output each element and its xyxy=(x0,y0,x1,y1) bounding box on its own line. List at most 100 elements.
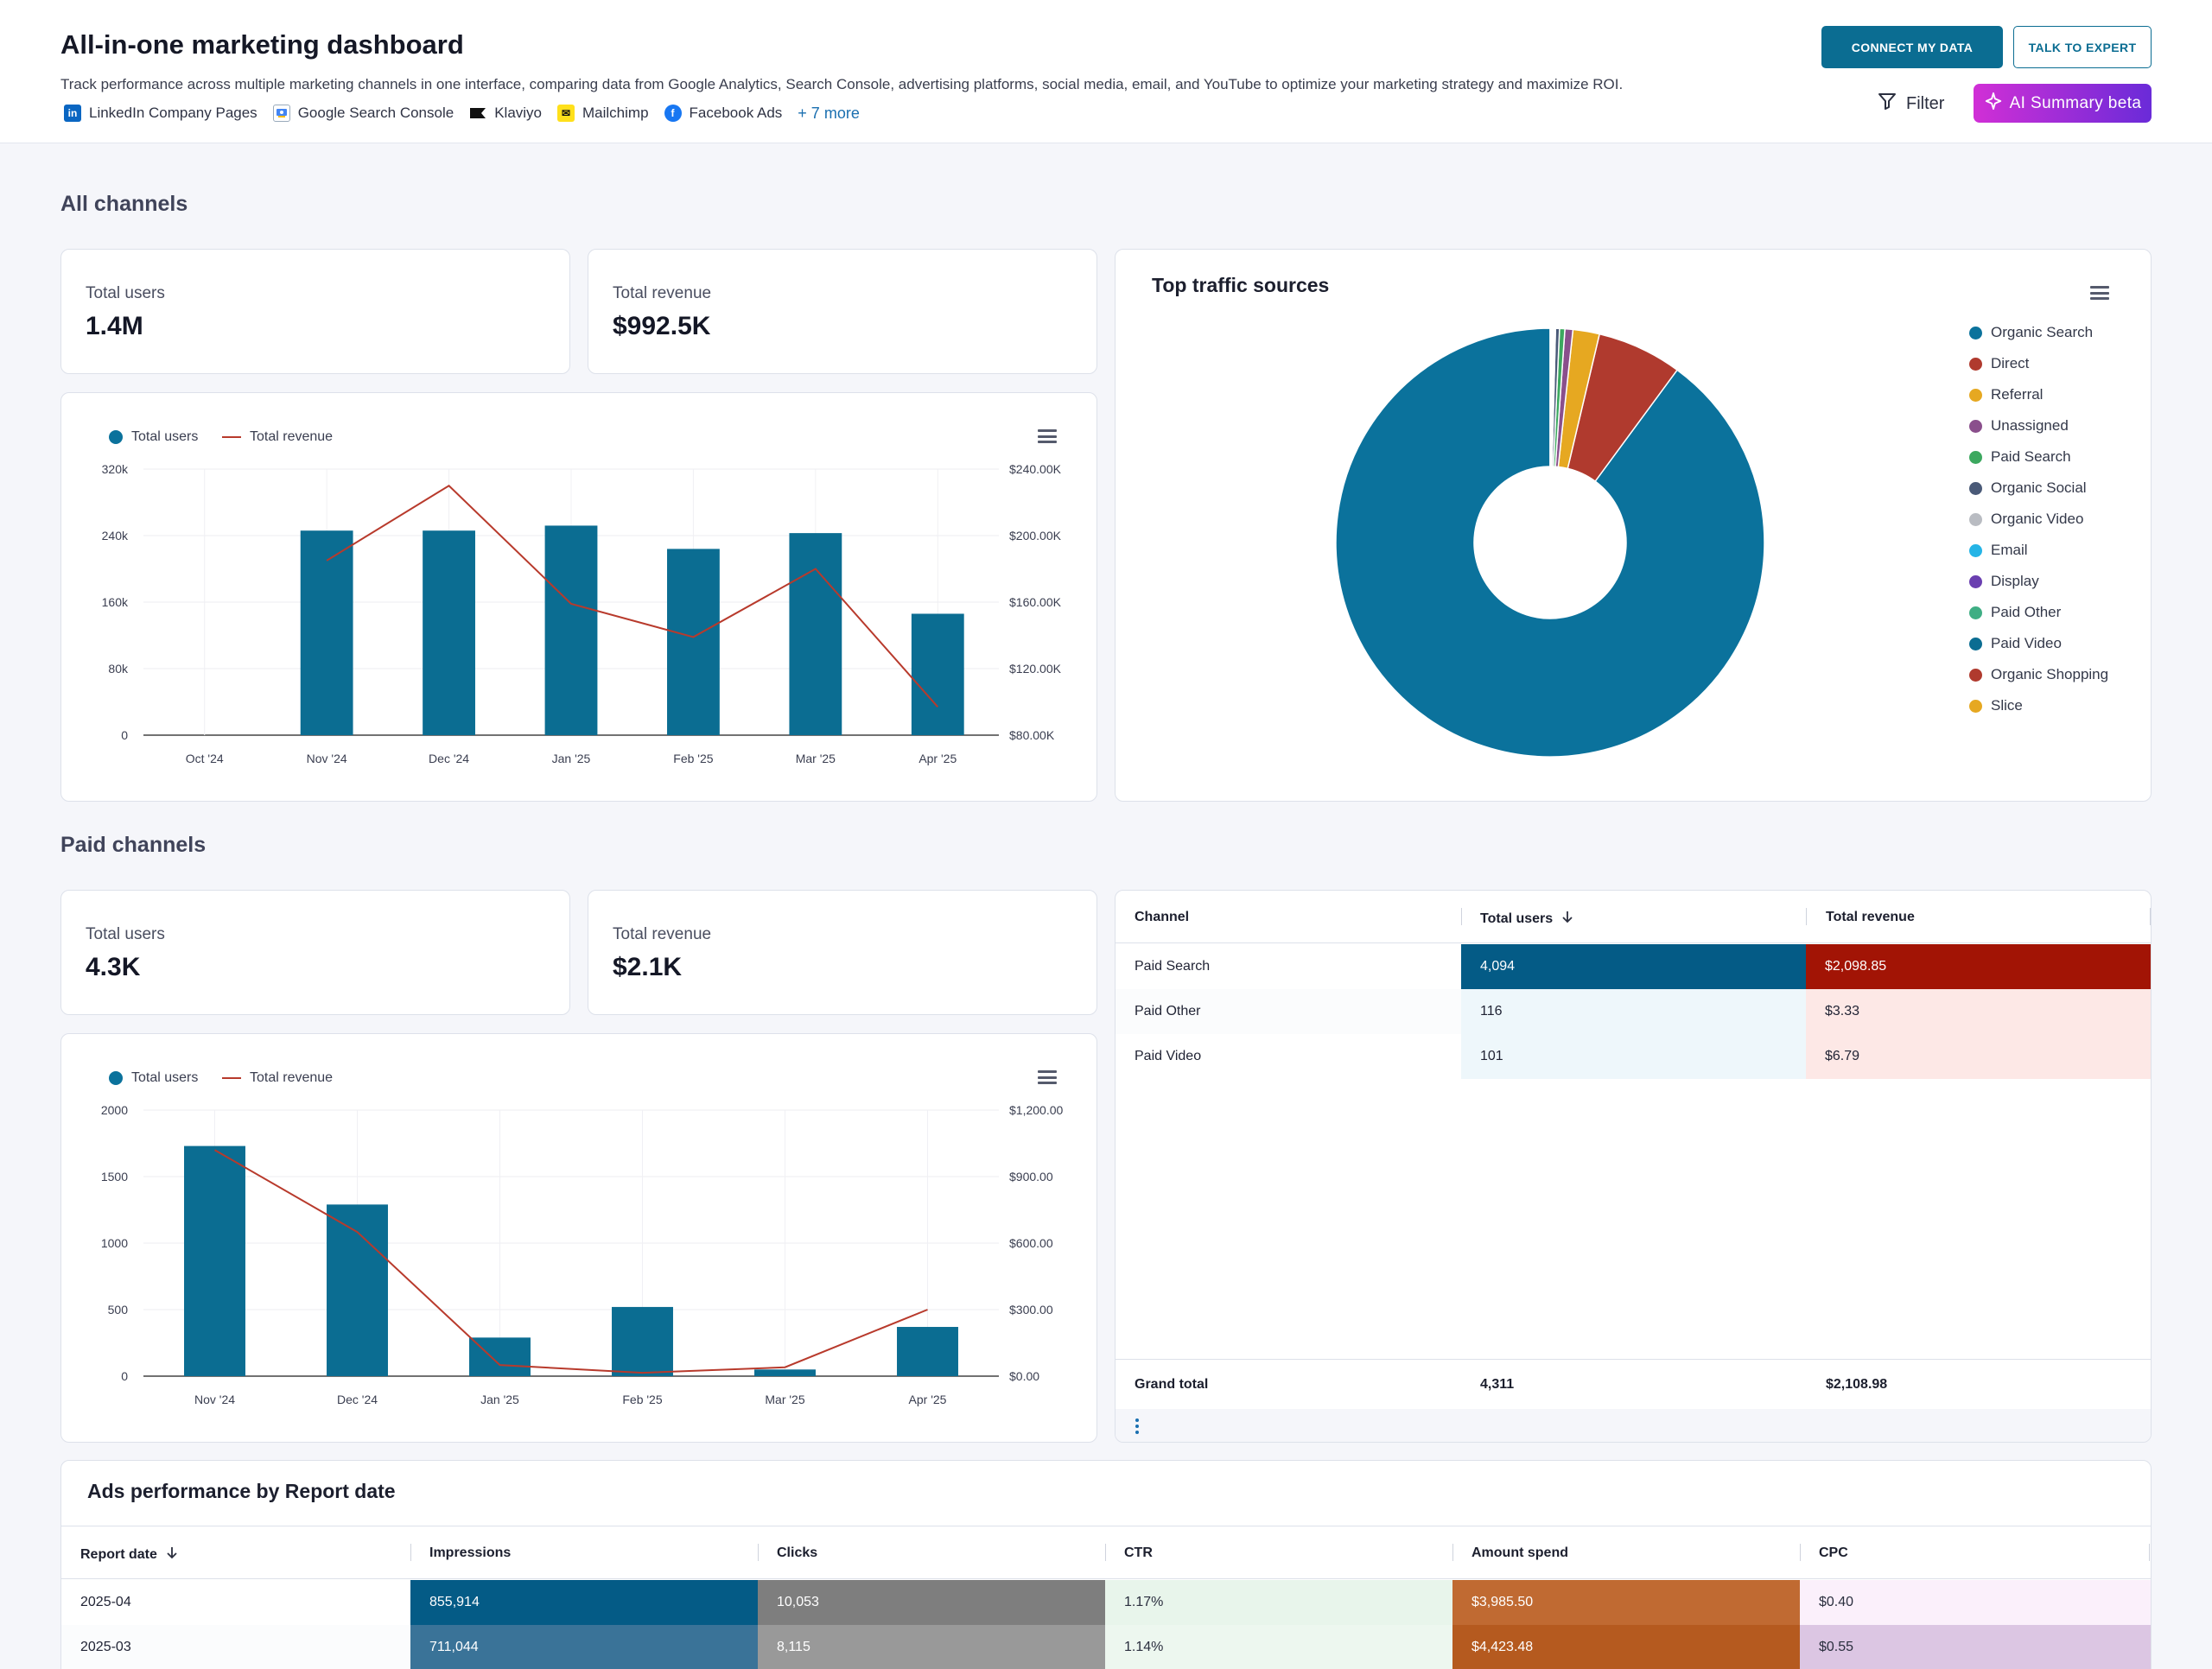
chart-menu-icon[interactable] xyxy=(1038,429,1057,443)
cell-amount-spend: $3,985.50 xyxy=(1452,1580,1800,1625)
source-search-console[interactable]: Google Search Console xyxy=(272,105,454,122)
section-title-paid-channels: Paid channels xyxy=(60,833,207,857)
cell-channel: Paid Other xyxy=(1116,989,1461,1034)
bar xyxy=(897,1327,958,1376)
y-tick-label-left: 160k xyxy=(102,595,129,609)
grand-total-users: 4,311 xyxy=(1480,1377,1515,1392)
table-row[interactable]: Paid Other 116 $3.33 xyxy=(1116,989,2151,1034)
x-tick-label: Mar '25 xyxy=(765,1393,804,1406)
talk-to-expert-button[interactable]: TALK TO EXPERT xyxy=(2013,26,2152,68)
column-header-amount-spend[interactable]: Amount spend xyxy=(1471,1545,1568,1560)
legend-item[interactable]: Email xyxy=(1969,535,2108,566)
column-header-impressions[interactable]: Impressions xyxy=(429,1545,512,1560)
x-tick-label: Feb '25 xyxy=(673,752,713,765)
table-row[interactable]: 2025-04 855,914 10,053 1.17% $3,985.50 $… xyxy=(61,1580,2151,1625)
legend-label: Paid Search xyxy=(1991,448,2071,465)
cell-users: 4,094 xyxy=(1461,944,1806,989)
table-row[interactable]: Paid Search 4,094 $2,098.85 xyxy=(1116,944,2151,989)
mailchimp-icon: ✉ xyxy=(557,105,575,122)
legend-item[interactable]: Paid Video xyxy=(1969,628,2108,659)
x-tick-label: Jan '25 xyxy=(552,752,591,765)
cell-clicks: 10,053 xyxy=(758,1580,1105,1625)
donut-legend: Organic Search Direct Referral Unassigned Pa… xyxy=(1969,317,2108,721)
filter-button[interactable]: Filter xyxy=(1877,86,1944,121)
legend-dot-icon xyxy=(1969,450,1982,464)
column-header-channel[interactable]: Channel xyxy=(1135,910,1190,924)
kpi-card-total-users: Total users 1.4M xyxy=(60,249,570,374)
cell-ctr: 1.17% xyxy=(1105,1580,1452,1625)
legend-item[interactable]: Paid Other xyxy=(1969,597,2108,628)
legend-item[interactable]: Paid Search xyxy=(1969,441,2108,473)
legend-label: Total revenue xyxy=(250,1070,334,1085)
source-linkedin[interactable]: in LinkedIn Company Pages xyxy=(64,105,257,122)
legend-item[interactable]: Slice xyxy=(1969,690,2108,721)
grand-total-revenue: $2,108.98 xyxy=(1826,1377,1888,1392)
legend-dot-icon xyxy=(1969,668,1982,682)
klaviyo-icon xyxy=(469,105,486,122)
cell-revenue: $6.79 xyxy=(1806,1034,2151,1079)
legend-total-revenue[interactable]: Total revenue xyxy=(222,1070,333,1086)
legend-label: Display xyxy=(1991,573,2039,589)
legend-item[interactable]: Direct xyxy=(1969,348,2108,379)
legend-item[interactable]: Unassigned xyxy=(1969,410,2108,441)
sparkle-icon xyxy=(1984,92,2003,116)
legend-item[interactable]: Organic Search xyxy=(1969,317,2108,348)
source-facebook[interactable]: f Facebook Ads xyxy=(664,105,782,122)
bar xyxy=(911,613,964,735)
kpi-card-paid-total-revenue: Total revenue $2.1K xyxy=(588,890,1097,1015)
legend-label: Total revenue xyxy=(250,429,334,444)
legend-line-icon xyxy=(222,1077,241,1079)
column-header-total-revenue[interactable]: Total revenue xyxy=(1826,910,1915,924)
cell-impressions: 711,044 xyxy=(410,1625,758,1669)
legend-item[interactable]: Organic Shopping xyxy=(1969,659,2108,690)
ai-summary-button[interactable]: AI Summary beta xyxy=(1974,84,2152,123)
legend-item[interactable]: Display xyxy=(1969,566,2108,597)
source-mailchimp[interactable]: ✉ Mailchimp xyxy=(557,105,649,122)
x-tick-label: Feb '25 xyxy=(622,1393,662,1406)
column-header-ctr[interactable]: CTR xyxy=(1124,1545,1153,1560)
legend-label: Organic Social xyxy=(1991,479,2087,496)
bar xyxy=(423,530,475,735)
more-sources-link[interactable]: + 7 more xyxy=(798,104,860,122)
x-tick-label: Apr '25 xyxy=(918,752,957,765)
column-header-total-users[interactable]: Total users xyxy=(1480,910,1573,928)
cell-channel: Paid Video xyxy=(1116,1034,1461,1079)
chart-menu-icon[interactable] xyxy=(1038,1070,1057,1084)
all-channels-combo-chart: Total users Total revenue 0 $80.00K 80k $12… xyxy=(60,392,1097,802)
connect-my-data-button[interactable]: CONNECT MY DATA xyxy=(1821,26,2003,68)
section-title-all-channels: All channels xyxy=(60,192,188,216)
sort-down-icon xyxy=(166,1545,178,1564)
chart-menu-icon[interactable] xyxy=(2090,286,2109,300)
table-grand-total-row: Grand total 4,311 $2,108.98 xyxy=(1116,1359,2151,1409)
legend-item[interactable]: Referral xyxy=(1969,379,2108,410)
column-header-clicks[interactable]: Clicks xyxy=(777,1545,818,1560)
table-header: Channel Total users Total revenue xyxy=(1116,891,2151,943)
legend-total-users[interactable]: Total users xyxy=(109,429,198,445)
source-klaviyo[interactable]: Klaviyo xyxy=(469,105,542,122)
kpi-label: Total users xyxy=(86,284,165,302)
y-tick-label-left: 500 xyxy=(108,1303,129,1317)
column-header-report-date[interactable]: Report date xyxy=(80,1545,178,1564)
source-label: Google Search Console xyxy=(297,105,454,121)
table-footer xyxy=(1116,1409,2151,1442)
y-tick-label-right: $160.00K xyxy=(1009,595,1062,609)
legend-item[interactable]: Organic Social xyxy=(1969,473,2108,504)
chart-title: Top traffic sources xyxy=(1152,274,1330,296)
bar xyxy=(544,525,598,735)
column-header-cpc[interactable]: CPC xyxy=(1819,1545,1848,1560)
x-tick-label: Oct '24 xyxy=(186,752,224,765)
sort-down-icon xyxy=(1561,910,1573,928)
legend-total-users[interactable]: Total users xyxy=(109,1070,198,1086)
cell-cpc: $0.55 xyxy=(1800,1625,2151,1669)
kpi-card-total-revenue: Total revenue $992.5K xyxy=(588,249,1097,374)
more-options-icon[interactable] xyxy=(1135,1418,1140,1439)
legend-total-revenue[interactable]: Total revenue xyxy=(222,429,333,445)
legend-item[interactable]: Organic Video xyxy=(1969,504,2108,535)
x-tick-label: Dec '24 xyxy=(337,1393,378,1406)
data-sources-list: in LinkedIn Company Pages Google Search … xyxy=(64,102,860,124)
legend-label: Slice xyxy=(1991,697,2023,714)
source-label: Klaviyo xyxy=(494,105,543,121)
column-header-label: Report date xyxy=(80,1546,157,1562)
table-row[interactable]: Paid Video 101 $6.79 xyxy=(1116,1034,2151,1079)
table-row[interactable]: 2025-03 711,044 8,115 1.14% $4,423.48 $0… xyxy=(61,1625,2151,1669)
